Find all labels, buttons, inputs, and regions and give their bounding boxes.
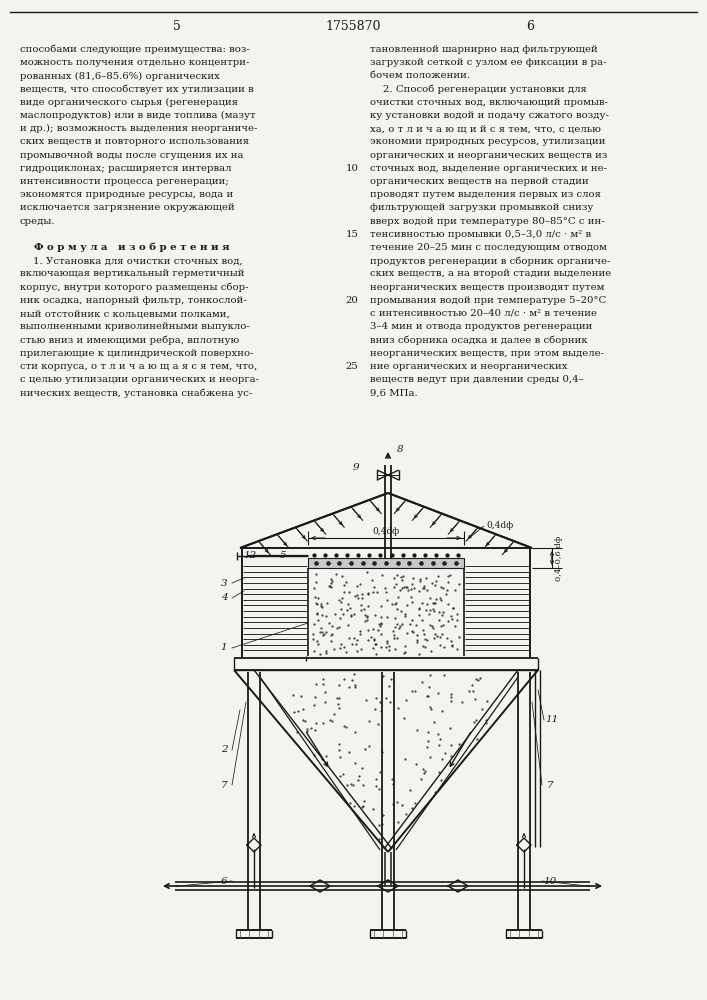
Bar [308, 558, 464, 568]
Text: органических и неорганических веществ из: органических и неорганических веществ из [370, 151, 607, 160]
Text: 5: 5 [173, 19, 181, 32]
Text: 1755870: 1755870 [325, 19, 381, 32]
Text: интенсивности процесса регенерации;: интенсивности процесса регенерации; [20, 177, 229, 186]
Text: ских веществ, а на второй стадии выделение: ских веществ, а на второй стадии выделен… [370, 269, 612, 278]
Text: способами следующие преимущества: воз-: способами следующие преимущества: воз- [20, 45, 250, 54]
Text: тановленной шарнирно над фильтрующей: тановленной шарнирно над фильтрующей [370, 45, 597, 54]
Text: 12: 12 [243, 552, 257, 560]
Text: 7: 7 [547, 780, 554, 790]
Text: промывания водой при температуре 5–20°С: промывания водой при температуре 5–20°С [370, 296, 606, 305]
Text: виде органического сырья (регенерация: виде органического сырья (регенерация [20, 98, 238, 107]
Text: 5: 5 [280, 552, 286, 560]
Text: ник осадка, напорный фильтр, тонкослой-: ник осадка, напорный фильтр, тонкослой- [20, 296, 247, 305]
Text: 8: 8 [397, 444, 403, 454]
Text: веществ ведут при давлении среды 0,4–: веществ ведут при давлении среды 0,4– [370, 375, 584, 384]
Text: 6: 6 [221, 876, 228, 886]
Text: включающая вертикальный герметичный: включающая вертикальный герметичный [20, 269, 245, 278]
Text: можность получения отдельно концентри-: можность получения отдельно концентри- [20, 58, 250, 67]
Text: 4: 4 [221, 593, 228, 602]
Text: вниз сборника осадка и далее в сборник: вниз сборника осадка и далее в сборник [370, 335, 588, 345]
Text: 9,6 МПа.: 9,6 МПа. [370, 388, 418, 397]
Text: 9: 9 [353, 462, 359, 472]
Text: 25: 25 [346, 362, 358, 371]
Text: и др.); возможность выделения неорганиче-: и др.); возможность выделения неорганиче… [20, 124, 257, 133]
Text: течение 20–25 мин с последующим отводом: течение 20–25 мин с последующим отводом [370, 243, 607, 252]
Text: нических веществ, установка снабжена ус-: нических веществ, установка снабжена ус- [20, 388, 252, 398]
Text: 2. Способ регенерации установки для: 2. Способ регенерации установки для [370, 85, 587, 94]
Text: очистки сточных вод, включающий промыв-: очистки сточных вод, включающий промыв- [370, 98, 608, 107]
Text: 10: 10 [544, 876, 556, 886]
Text: 6: 6 [526, 19, 534, 32]
Text: маслопродуктов) или в виде топлива (мазут: маслопродуктов) или в виде топлива (мазу… [20, 111, 256, 120]
Text: ха, о т л и ч а ю щ и й с я тем, что, с целью: ха, о т л и ч а ю щ и й с я тем, что, с … [370, 124, 601, 133]
Text: выполненными криволинейными выпукло-: выполненными криволинейными выпукло- [20, 322, 250, 331]
Text: корпус, внутри которого размещены сбор-: корпус, внутри которого размещены сбор- [20, 283, 248, 292]
Text: 7: 7 [221, 780, 228, 790]
Text: 10: 10 [346, 164, 358, 173]
Text: 0,4–0,6 dф: 0,4–0,6 dф [555, 535, 563, 581]
Text: неорганических веществ производят путем: неорганических веществ производят путем [370, 283, 604, 292]
Text: вверх водой при температуре 80–85°С с ин-: вверх водой при температуре 80–85°С с ин… [370, 217, 604, 226]
Text: 1: 1 [221, 644, 228, 652]
Text: 0,4dф: 0,4dф [486, 522, 513, 530]
Text: рованных (81,6–85.6%) органических: рованных (81,6–85.6%) органических [20, 71, 220, 81]
Text: 15: 15 [346, 230, 358, 239]
Text: промывочной воды после сгущения их на: промывочной воды после сгущения их на [20, 151, 243, 160]
Text: с целью утилизации органических и неорга-: с целью утилизации органических и неорга… [20, 375, 259, 384]
Text: ку установки водой и подачу сжатого возду-: ку установки водой и подачу сжатого возд… [370, 111, 609, 120]
Text: тенсивностью промывки 0,5–3,0 л/с · м² в: тенсивностью промывки 0,5–3,0 л/с · м² в [370, 230, 591, 239]
Text: с интенсивностью 20–40 л/с · м² в течение: с интенсивностью 20–40 л/с · м² в течени… [370, 309, 597, 318]
Text: 0,4dф: 0,4dф [373, 527, 399, 536]
Text: ских веществ и повторного использования: ских веществ и повторного использования [20, 137, 249, 146]
Text: сти корпуса, о т л и ч а ю щ а я с я тем, что,: сти корпуса, о т л и ч а ю щ а я с я тем… [20, 362, 257, 371]
Text: среды.: среды. [20, 217, 56, 226]
Text: сточных вод, выделение органических и не-: сточных вод, выделение органических и не… [370, 164, 607, 173]
Text: фильтрующей загрузки промывкой снизу: фильтрующей загрузки промывкой снизу [370, 203, 593, 212]
Text: 20: 20 [346, 296, 358, 305]
Text: ние органических и неорганических: ние органических и неорганических [370, 362, 568, 371]
Text: 3: 3 [221, 578, 228, 587]
Text: загрузкой сеткой с узлом ее фиксации в ра-: загрузкой сеткой с узлом ее фиксации в р… [370, 58, 607, 67]
Text: 2: 2 [221, 746, 228, 754]
Text: 1. Установка для очистки сточных вод,: 1. Установка для очистки сточных вод, [20, 256, 243, 265]
Text: ный отстойник с кольцевыми полками,: ный отстойник с кольцевыми полками, [20, 309, 230, 318]
Text: 3–4 мин и отвода продуктов регенерации: 3–4 мин и отвода продуктов регенерации [370, 322, 592, 331]
Text: стью вниз и имеющими ребра, вплотную: стью вниз и имеющими ребра, вплотную [20, 335, 239, 345]
Text: неорганических веществ, при этом выделе-: неорганических веществ, при этом выделе- [370, 349, 604, 358]
Text: экономятся природные ресурсы, вода и: экономятся природные ресурсы, вода и [20, 190, 233, 199]
Text: веществ, что способствует их утилизации в: веществ, что способствует их утилизации … [20, 85, 254, 94]
Text: 11: 11 [545, 716, 559, 724]
Text: исключается загрязнение окружающей: исключается загрязнение окружающей [20, 203, 235, 212]
Text: продуктов регенерации в сборник органиче-: продуктов регенерации в сборник органиче… [370, 256, 610, 266]
Text: бочем положении.: бочем положении. [370, 71, 470, 80]
Text: прилегающие к цилиндрической поверхно-: прилегающие к цилиндрической поверхно- [20, 349, 254, 358]
Text: гидроциклонах; расширяется интервал: гидроциклонах; расширяется интервал [20, 164, 231, 173]
Text: экономии природных ресурсов, утилизации: экономии природных ресурсов, утилизации [370, 137, 605, 146]
Text: Ф о р м у л а   и з о б р е т е н и я: Ф о р м у л а и з о б р е т е н и я [20, 243, 230, 252]
Text: органических веществ на первой стадии: органических веществ на первой стадии [370, 177, 589, 186]
Text: проводят путем выделения первых из слоя: проводят путем выделения первых из слоя [370, 190, 601, 199]
